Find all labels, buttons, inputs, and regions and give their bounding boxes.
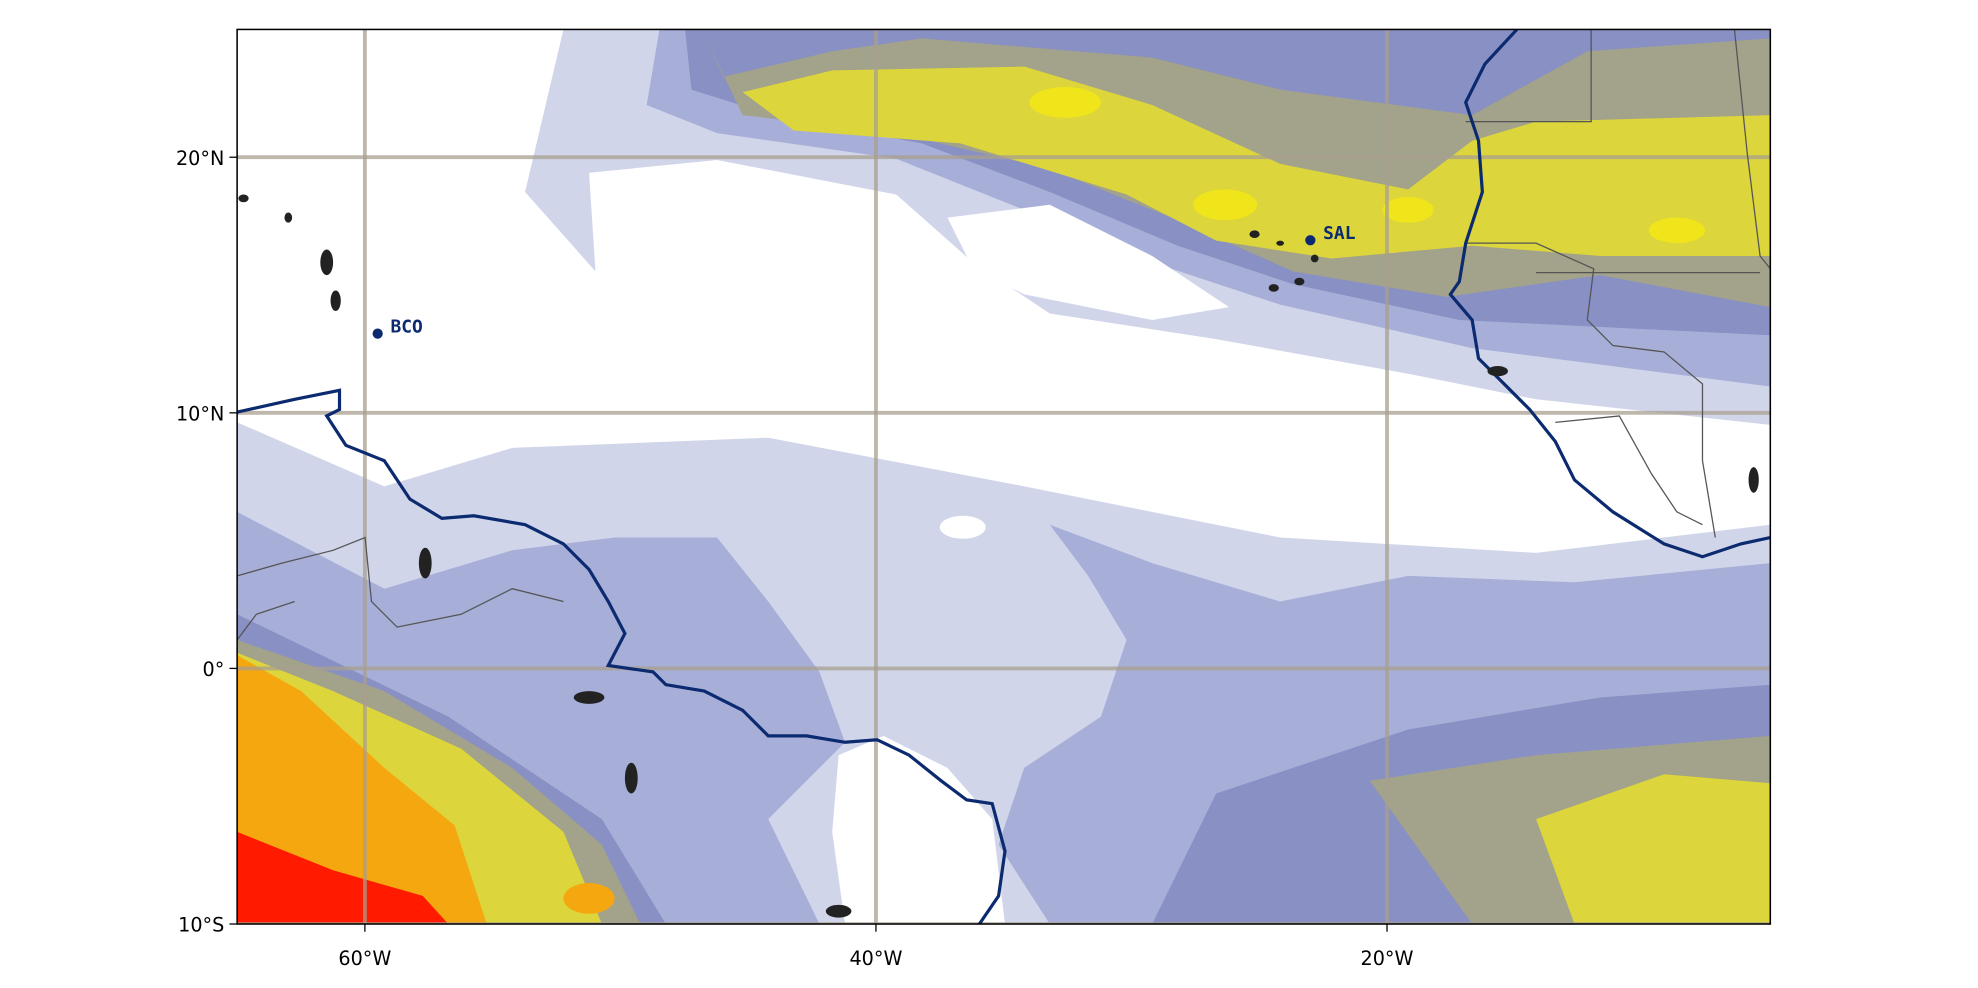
x-tick-label: 20°W (1361, 947, 1414, 970)
station-label: SAL (1323, 223, 1356, 244)
stations: BCO SAL (372, 223, 1356, 339)
x-tick-label: 40°W (849, 947, 902, 970)
station-marker (372, 328, 383, 339)
map-frame (236, 28, 1772, 925)
x-tick-label: 60°W (338, 947, 391, 970)
axis-ticks: 60°W 40°W 20°W 20°N 10°N 0° 10°S (176, 147, 1414, 970)
y-tick-label: 20°N (176, 147, 224, 170)
coastlines (237, 29, 1771, 925)
y-tick-label: 10°S (178, 914, 224, 937)
station-label: BCO (390, 316, 422, 337)
station-marker (1305, 235, 1316, 246)
grid (237, 29, 1771, 925)
y-tick-label: 0° (203, 658, 225, 681)
y-tick-label: 10°N (176, 403, 224, 426)
